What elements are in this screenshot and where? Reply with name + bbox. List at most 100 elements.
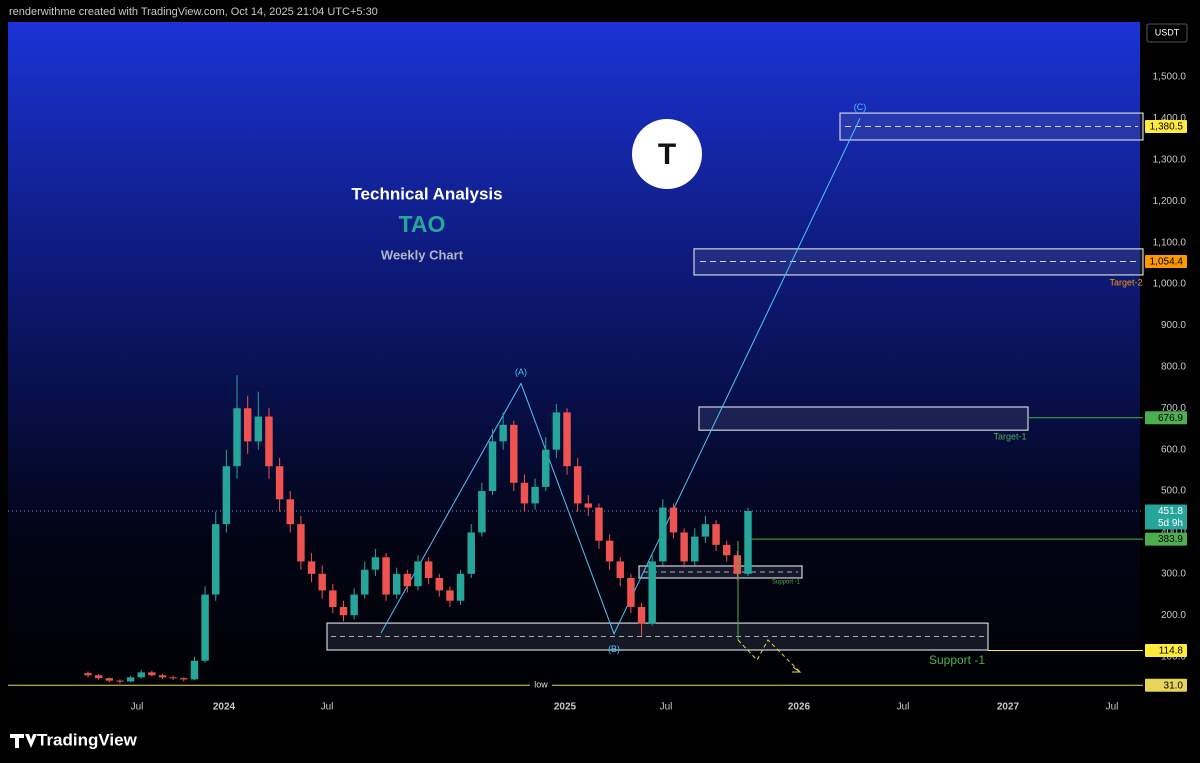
candle-body — [297, 524, 305, 562]
chart-area — [8, 22, 1140, 715]
candle-body — [712, 524, 720, 545]
candle-body — [563, 412, 571, 467]
candle-body — [478, 491, 486, 533]
candle-body — [467, 532, 475, 574]
candle-body — [680, 532, 688, 562]
candle-body — [212, 524, 220, 595]
candle-body — [180, 678, 188, 680]
candle-body — [744, 510, 752, 574]
y-tick-label: 500.0 — [1161, 486, 1186, 497]
currency-box — [1146, 23, 1188, 43]
price-tag — [1145, 504, 1187, 518]
zone — [698, 406, 1029, 431]
zone-label: Support -1 — [929, 653, 985, 667]
candle-body — [265, 416, 273, 467]
price-tag — [1145, 644, 1187, 658]
candle-body — [275, 466, 284, 500]
countdown: 5d 9h — [1158, 518, 1183, 529]
x-tick-label: Jul — [1106, 702, 1119, 713]
x-tick-label: 2026 — [788, 702, 811, 713]
y-tick-label: 1,200.0 — [1153, 196, 1187, 207]
candle-body — [659, 507, 667, 562]
y-tick-label: 900.0 — [1161, 320, 1186, 331]
candle-body — [137, 672, 145, 678]
chart-note: Weekly Chart — [381, 247, 464, 262]
candle-body — [158, 675, 167, 678]
wave-line — [380, 118, 861, 636]
x-tick-label: Jul — [897, 702, 910, 713]
y-tick-label: 1,500.0 — [1153, 72, 1187, 83]
candle-body — [542, 449, 550, 487]
chart-title: Technical Analysis — [351, 184, 502, 203]
candle-body — [573, 466, 582, 504]
brand-icon — [10, 734, 37, 748]
price-tag-label: 31.0 — [1164, 680, 1184, 691]
x-tick-label: Jul — [321, 702, 334, 713]
candle-body — [371, 557, 380, 570]
x-tick-label: 2025 — [554, 702, 577, 713]
level-name: low — [534, 680, 548, 690]
price-tag-label: 451.8 — [1158, 506, 1183, 517]
price-tag-label: 676.9 — [1158, 413, 1183, 424]
candle-body — [350, 594, 358, 616]
candle-body — [595, 507, 603, 541]
y-tick-label: 200.0 — [1161, 610, 1186, 621]
candle-body — [286, 499, 294, 525]
candle-body — [446, 590, 454, 601]
brand: TradingView — [37, 730, 138, 749]
candle-body — [126, 677, 135, 682]
candle-body — [701, 524, 710, 537]
price-tag-label: 114.8 — [1159, 646, 1184, 657]
wave-label: (A) — [515, 367, 527, 377]
candle-body — [329, 590, 337, 607]
candle-body — [520, 482, 529, 504]
candle-body — [499, 424, 507, 442]
candle-body — [169, 677, 177, 679]
countdown-tag — [1145, 517, 1187, 530]
candle-body — [84, 673, 92, 676]
y-tick-label: 1,300.0 — [1153, 154, 1187, 165]
y-tick-label: 1,000.0 — [1153, 279, 1187, 290]
candle-body — [488, 441, 497, 492]
candle-body — [392, 573, 401, 595]
candle-body — [254, 416, 263, 442]
price-tag-label: 1,054.4 — [1150, 257, 1184, 268]
plot: Target-2 Target-1 Support -1 Support -1 low (… — [8, 102, 1144, 692]
candle-body — [637, 606, 646, 624]
candle-body — [435, 577, 444, 591]
candle-body — [552, 412, 561, 450]
zone-label: Support -1 — [772, 580, 801, 586]
candle-body — [233, 408, 241, 467]
y-tick-label: 1,400.0 — [1153, 113, 1187, 124]
y-tick-label: 400.0 — [1161, 527, 1186, 538]
zone-label: Target-1 — [993, 431, 1026, 441]
logo-letter: T — [658, 138, 676, 171]
y-tick-label: 700.0 — [1161, 403, 1186, 414]
zone — [693, 248, 1144, 276]
price-tag — [1145, 255, 1187, 269]
wave-label: (B) — [608, 644, 620, 654]
candle-body — [116, 680, 124, 682]
candle-body — [339, 606, 348, 616]
wave-label: (C) — [854, 102, 867, 112]
price-tag-label: 383.9 — [1158, 534, 1183, 545]
candle-body — [403, 573, 412, 587]
candle-body — [105, 678, 114, 681]
candle-body — [691, 536, 699, 562]
candle-body — [222, 466, 231, 525]
candle-body — [669, 507, 678, 533]
y-tick-label: 1,100.0 — [1153, 237, 1187, 248]
candle-body — [382, 557, 390, 595]
zone-label: Target-2 — [1109, 277, 1142, 287]
x-tick-label: Jul — [660, 702, 673, 713]
candle-body — [307, 561, 316, 574]
candle-body — [201, 594, 209, 661]
candle-body — [648, 561, 656, 624]
price-tag — [1145, 678, 1187, 692]
x-tick-label: 2027 — [997, 702, 1020, 713]
candle-body — [616, 561, 624, 578]
price-tag-label: 1,380.5 — [1150, 122, 1184, 133]
candle-body — [605, 540, 614, 562]
